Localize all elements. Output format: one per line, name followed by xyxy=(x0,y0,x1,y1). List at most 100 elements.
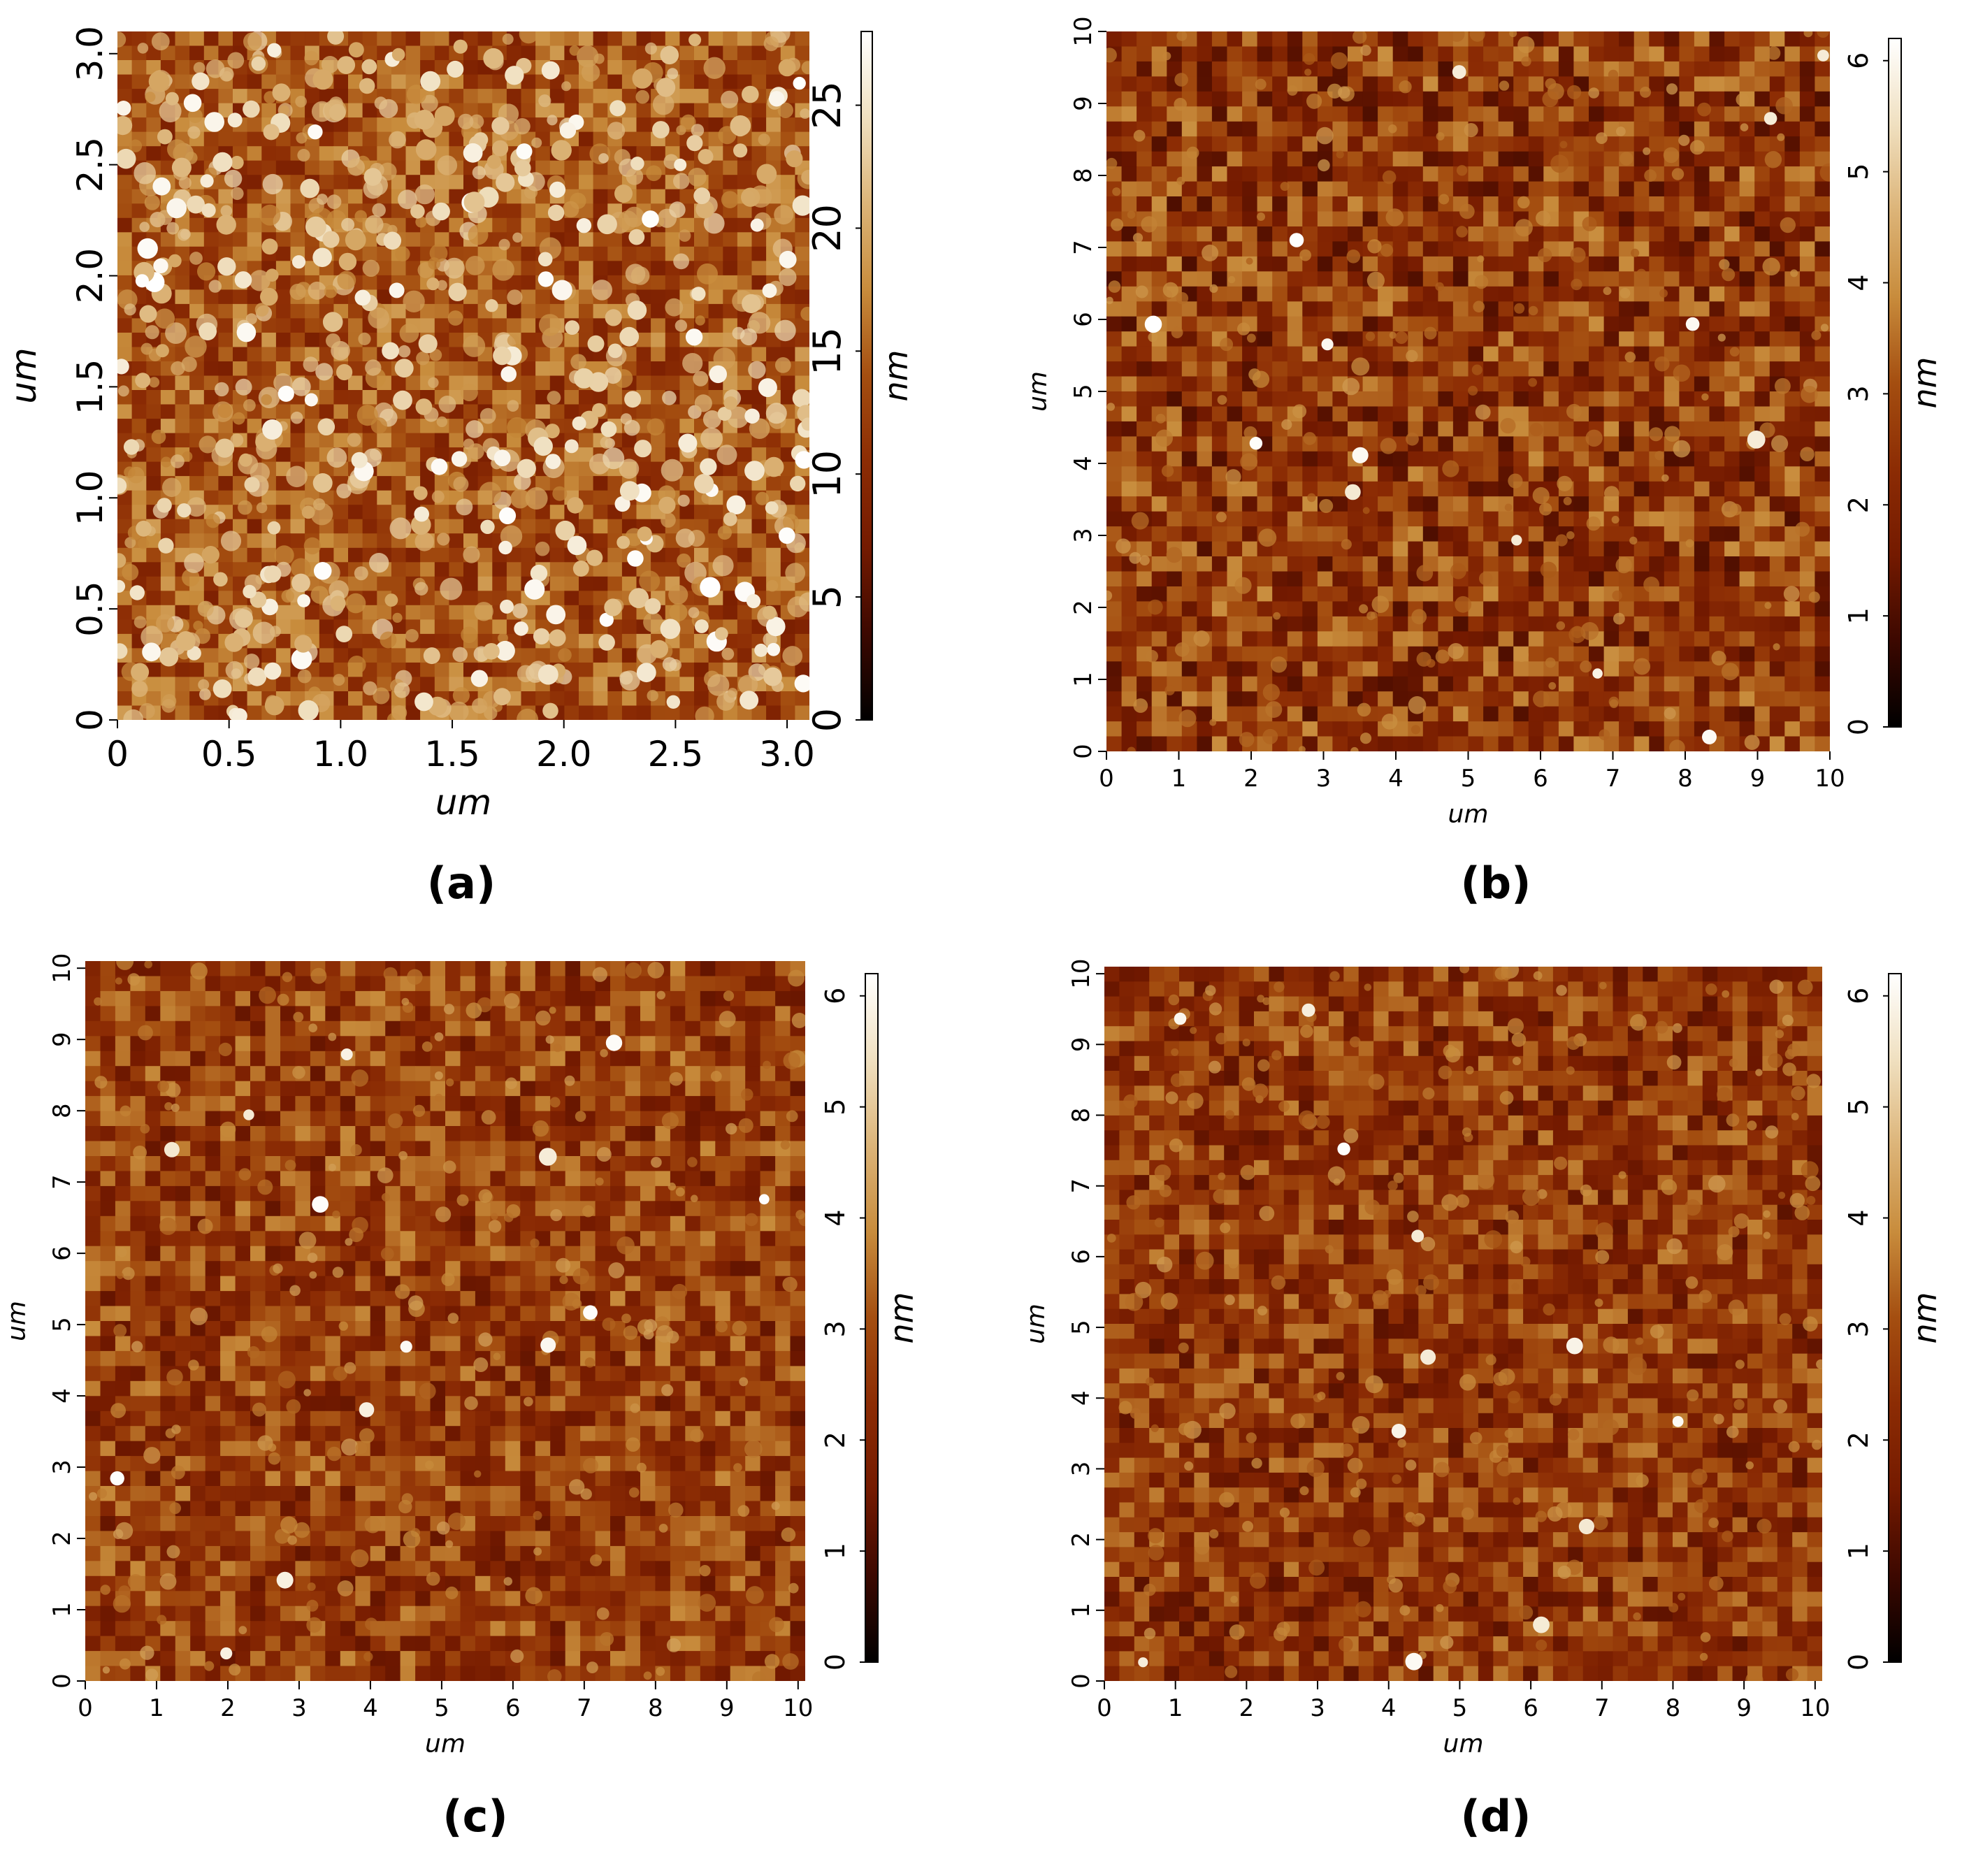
surface-cell xyxy=(1181,586,1197,603)
surface-grain xyxy=(341,217,355,231)
surface-grain xyxy=(154,308,175,329)
surface-cell xyxy=(203,289,219,305)
surface-grain xyxy=(453,476,469,492)
surface-grain xyxy=(460,384,478,402)
surface-cell xyxy=(780,189,795,204)
surface-cell xyxy=(1558,391,1575,407)
surface-cell xyxy=(1513,376,1529,392)
surface-particle xyxy=(624,391,642,408)
surface-cell xyxy=(1106,466,1123,482)
surface-cell xyxy=(463,576,479,591)
surface-cell xyxy=(1272,451,1288,467)
surface-cell xyxy=(751,146,767,161)
surface-cell xyxy=(305,619,320,635)
surface-cell xyxy=(737,246,753,261)
surface-particle xyxy=(779,527,795,544)
surface-cell xyxy=(1151,301,1167,317)
surface-grain xyxy=(519,31,538,44)
surface-cell xyxy=(521,633,536,649)
surface-grain xyxy=(695,315,705,326)
surface-grain xyxy=(394,682,410,698)
surface-cell xyxy=(1197,271,1213,287)
surface-cell xyxy=(1649,136,1665,152)
surface-particle xyxy=(267,521,281,535)
surface-cell xyxy=(1378,541,1394,557)
surface-cell xyxy=(1121,241,1137,257)
surface-cell xyxy=(189,705,205,720)
surface-cell xyxy=(1422,451,1438,467)
surface-cell xyxy=(1106,496,1123,512)
surface-cell xyxy=(1664,271,1680,287)
surface-cell xyxy=(1664,196,1680,212)
surface-particle xyxy=(117,643,128,659)
surface-cell xyxy=(1362,466,1378,482)
surface-cell xyxy=(290,160,305,175)
surface-cell xyxy=(1558,376,1575,392)
surface-cell xyxy=(607,74,623,89)
surface-grain xyxy=(639,570,661,592)
surface-cell xyxy=(1151,541,1167,557)
surface-particle xyxy=(157,129,173,145)
surface-particle xyxy=(312,69,333,90)
surface-cell xyxy=(1378,61,1394,77)
x-tick-label: 0 xyxy=(106,734,129,774)
surface-particle xyxy=(159,647,179,667)
surface-cell xyxy=(1167,526,1183,542)
surface-cell xyxy=(1287,286,1303,302)
surface-cell xyxy=(1709,196,1725,212)
surface-cell xyxy=(477,461,493,477)
surface-cell xyxy=(694,45,709,61)
surface-cell xyxy=(1422,286,1438,302)
surface-cell xyxy=(1242,121,1258,137)
surface-cell xyxy=(1543,466,1559,482)
surface-particle xyxy=(157,498,172,513)
surface-cell xyxy=(1378,76,1394,92)
surface-grain xyxy=(675,528,695,548)
surface-grain xyxy=(777,102,794,118)
surface-cell xyxy=(1408,331,1424,347)
surface-cell xyxy=(1799,211,1816,227)
surface-cell xyxy=(694,246,709,261)
surface-particle xyxy=(733,143,748,158)
surface-cell xyxy=(1121,481,1137,497)
surface-grain xyxy=(337,270,356,290)
surface-cell xyxy=(434,303,449,319)
surface-cell xyxy=(1392,46,1408,62)
surface-grain xyxy=(151,429,166,445)
surface-cell xyxy=(708,117,723,133)
surface-grain xyxy=(358,332,371,345)
surface-particle xyxy=(463,143,483,163)
surface-cell xyxy=(1272,496,1288,512)
surface-cell xyxy=(319,648,334,663)
surface-cell xyxy=(1181,556,1197,572)
surface-cell xyxy=(1799,181,1816,197)
surface-cell xyxy=(1815,61,1830,77)
surface-particle xyxy=(491,117,510,135)
surface-cell xyxy=(463,318,479,333)
surface-cell xyxy=(621,648,637,663)
surface-cell xyxy=(1378,181,1394,197)
surface-cell xyxy=(1619,406,1635,422)
surface-cell xyxy=(362,275,377,290)
surface-grain xyxy=(197,262,216,281)
surface-cell xyxy=(1754,316,1770,332)
surface-cell xyxy=(1573,556,1589,572)
surface-cell xyxy=(362,505,377,520)
surface-cell xyxy=(1769,406,1785,422)
surface-cell xyxy=(319,433,334,448)
surface-cell xyxy=(1754,211,1770,227)
surface-cell xyxy=(665,404,680,419)
surface-grain xyxy=(182,568,200,587)
surface-cell xyxy=(1468,136,1484,152)
surface-cell xyxy=(1769,496,1785,512)
surface-cell xyxy=(1573,151,1589,167)
surface-cell xyxy=(1558,121,1575,137)
surface-cell xyxy=(1483,466,1499,482)
surface-particle xyxy=(414,110,435,130)
surface-cell xyxy=(651,375,666,391)
surface-cell xyxy=(1137,31,1153,48)
surface-cell xyxy=(1392,451,1408,467)
surface-cell xyxy=(1392,151,1408,167)
surface-cell xyxy=(1694,496,1710,512)
surface-cell xyxy=(708,303,723,319)
